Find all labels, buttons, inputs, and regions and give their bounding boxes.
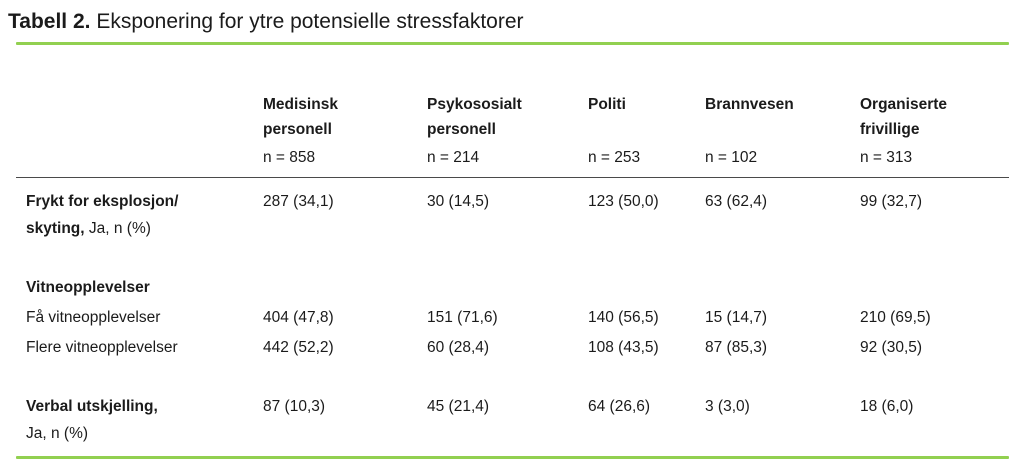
value-cell: 140 (56,5) bbox=[588, 309, 659, 326]
column-name: Politi bbox=[588, 96, 626, 113]
value-cell: 108 (43,5) bbox=[588, 339, 659, 356]
column-name: Psykososialt personell bbox=[427, 96, 522, 138]
table-row-flere-vitneopplevelser: Flere vitneopplevelser 442 (52,2) 60 (28… bbox=[16, 333, 1009, 363]
table-row-frykt: Frykt for eksplosjon/ skyting, Ja, n (%)… bbox=[16, 178, 1009, 273]
row-label-suffix: Ja, n (%) bbox=[84, 220, 151, 237]
table-title-text: Eksponering for ytre potensielle stressf… bbox=[90, 10, 524, 33]
row-label-bold: Verbal utskjelling, bbox=[26, 398, 158, 415]
column-header-psykososialt: Psykososialt personell n = 214 bbox=[427, 92, 588, 169]
column-header-politi: Politi n = 253 bbox=[588, 92, 705, 169]
table-row-faa-vitneopplevelser: Få vitneopplevelser 404 (47,8) 151 (71,6… bbox=[16, 303, 1009, 333]
value-cell: 3 (3,0) bbox=[705, 398, 750, 415]
column-name: Brannvesen bbox=[705, 96, 794, 113]
bottom-rule bbox=[16, 456, 1009, 459]
value-cell: 64 (26,6) bbox=[588, 398, 651, 415]
row-label-suffix: Ja, n (%) bbox=[26, 425, 89, 442]
value-cell: 87 (85,3) bbox=[705, 339, 768, 356]
table-title: Tabell 2. Eksponering for ytre potensiel… bbox=[0, 0, 1024, 35]
row-label-bold-line1: Frykt for eksplosjon/ bbox=[26, 193, 179, 210]
value-cell: 30 (14,5) bbox=[427, 193, 490, 210]
row-label-bold-line2: skyting, bbox=[26, 220, 85, 237]
value-cell: 151 (71,6) bbox=[427, 309, 498, 326]
table-row-verbal-utskjelling: Verbal utskjelling, Ja, n (%) 87 (10,3) … bbox=[16, 393, 1009, 456]
value-cell: 15 (14,7) bbox=[705, 309, 768, 326]
stressor-table: Medisinsk personell n = 858 Psykososialt… bbox=[16, 45, 1009, 456]
value-cell: 442 (52,2) bbox=[263, 339, 334, 356]
value-cell: 92 (30,5) bbox=[860, 339, 923, 356]
row-label: Frykt for eksplosjon/ skyting, Ja, n (%) bbox=[16, 188, 263, 242]
column-n: n = 253 bbox=[588, 149, 641, 166]
column-header-medisinsk: Medisinsk personell n = 858 bbox=[263, 92, 427, 169]
section-label: Vitneopplevelser bbox=[26, 279, 150, 296]
value-cell: 404 (47,8) bbox=[263, 309, 334, 326]
column-n: n = 858 bbox=[263, 149, 316, 166]
row-label: Flere vitneopplevelser bbox=[26, 339, 178, 356]
value-cell: 287 (34,1) bbox=[263, 193, 334, 210]
table-section-vitneopplevelser: Vitneopplevelser bbox=[16, 273, 1009, 303]
column-n: n = 313 bbox=[860, 149, 913, 166]
table-title-label: Tabell 2. bbox=[8, 10, 91, 33]
value-cell: 99 (32,7) bbox=[860, 193, 923, 210]
value-cell: 123 (50,0) bbox=[588, 193, 659, 210]
header-spacer bbox=[16, 92, 263, 169]
column-n: n = 214 bbox=[427, 149, 480, 166]
column-name: Organiserte frivillige bbox=[860, 96, 948, 138]
top-rule bbox=[16, 42, 1009, 45]
value-cell: 87 (10,3) bbox=[263, 398, 326, 415]
row-label: Få vitneopplevelser bbox=[26, 309, 161, 326]
row-label: Verbal utskjelling, Ja, n (%) bbox=[16, 393, 263, 447]
value-cell: 63 (62,4) bbox=[705, 193, 768, 210]
value-cell: 60 (28,4) bbox=[427, 339, 490, 356]
column-name: Medisinsk personell bbox=[263, 96, 338, 138]
value-cell: 210 (69,5) bbox=[860, 309, 931, 326]
column-header-frivillige: Organiserte frivillige n = 313 bbox=[860, 92, 1009, 169]
table-header-row: Medisinsk personell n = 858 Psykososialt… bbox=[16, 45, 1009, 178]
value-cell: 45 (21,4) bbox=[427, 398, 490, 415]
column-n: n = 102 bbox=[705, 149, 758, 166]
value-cell: 18 (6,0) bbox=[860, 398, 914, 415]
column-header-brannvesen: Brannvesen n = 102 bbox=[705, 92, 860, 169]
